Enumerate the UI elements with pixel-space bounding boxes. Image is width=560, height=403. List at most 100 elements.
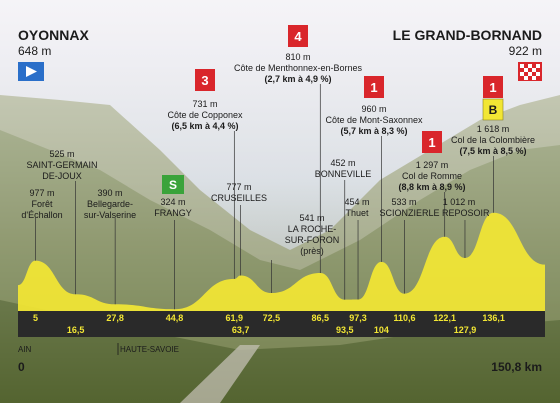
town-saint-germain: 525 m SAINT-GERMAIN DE-JOUX — [26, 149, 97, 181]
bonus-badge — [482, 98, 504, 121]
town-name-line: Bellegarde- — [87, 199, 133, 209]
town-name-line: SUR-FORON — [285, 235, 340, 245]
climb-colombiere: 1 B 1 618 m Col de la Colombière (7,5 km… — [451, 76, 535, 156]
km-marker-bottom: 127,9 — [454, 325, 477, 335]
town-name-line: Forêt — [31, 199, 53, 209]
town-name: LA ROCHE-SUR-FORON — [285, 224, 340, 245]
km-marker-bottom: 104 — [374, 325, 389, 335]
town-altitude: 1 012 m — [443, 197, 476, 207]
town-altitude: 777 m — [226, 182, 251, 192]
km-marker-bottom: 16,5 — [67, 325, 85, 335]
climb-detail: (6,5 km à 4,4 %) — [171, 121, 238, 131]
town-name-line: DE-JOUX — [42, 171, 82, 181]
profile-area — [18, 212, 545, 311]
town-frangy: S 324 m FRANGY — [154, 175, 192, 218]
climb-menthonnex: 4 810 m Côte de Menthonnex-en-Bornes (2,… — [234, 25, 363, 84]
start-km: 0 — [18, 360, 25, 374]
town-name-line: LA ROCHE- — [288, 224, 337, 234]
climb-altitude: 1 618 m — [477, 124, 510, 134]
town-altitude: 977 m — [29, 188, 54, 198]
town-bonneville: 452 m BONNEVILLE — [315, 158, 372, 179]
climb-detail: (7,5 km à 8,5 %) — [459, 146, 526, 156]
start-flag-icon — [18, 62, 44, 81]
town-bellegarde: 390 m Bellegarde-sur-Valserine — [84, 188, 136, 220]
climb-detail: (8,8 km à 8,9 %) — [398, 182, 465, 192]
climb-detail: (2,7 km à 4,9 %) — [264, 74, 331, 84]
town-thuet: 454 m Thuet — [344, 197, 369, 218]
finish-flag-icon — [518, 62, 542, 81]
climb-col-de-romme: 1 1 297 m Col de Romme (8,8 km à 8,9 %) — [398, 131, 466, 192]
category-4-badge — [288, 25, 308, 47]
sprint-text: S — [169, 178, 177, 192]
town-name-line: d'Échallon — [21, 210, 62, 220]
town-altitude: 452 m — [330, 158, 355, 168]
town-name: LE REPOSOIR — [428, 208, 490, 218]
town-cruseilles: 777 m CRUSEILLES — [211, 182, 267, 203]
town-altitude: 525 m — [49, 149, 74, 159]
sprint-badge: S — [162, 175, 184, 194]
category-1-text: 1 — [489, 80, 496, 95]
km-band: 5 27,8 44,8 61,9 72,5 86,5 97,3 110,6 122,1 136,1… — [18, 311, 545, 337]
climb-name: Côte de Menthonnex-en-Bornes — [234, 63, 363, 73]
km-marker-top: 27,8 — [106, 313, 124, 323]
climb-altitude: 810 m — [285, 52, 310, 62]
town-altitude: 533 m — [391, 197, 416, 207]
km-marker-top: 5 — [33, 313, 38, 323]
town-altitude: 541 m — [299, 213, 324, 223]
town-name: Forêt d'Échallon — [21, 199, 62, 220]
leader-lines — [35, 84, 494, 310]
town-altitude: 454 m — [344, 197, 369, 207]
km-marker-top: 97,3 — [349, 313, 367, 323]
climb-name: Côte de Copponex — [167, 110, 243, 120]
climb-altitude: 1 297 m — [416, 160, 449, 170]
town-altitude: 390 m — [97, 188, 122, 198]
bonus-text: B — [489, 103, 498, 117]
region-ain: AIN — [18, 345, 32, 354]
km-marker-top: 122,1 — [433, 313, 456, 323]
category-4-text: 4 — [294, 29, 302, 44]
km-marker-bottom: 93,5 — [336, 325, 354, 335]
category-1-badge — [364, 76, 384, 98]
start-name: OYONNAX — [18, 27, 89, 43]
category-1-text: 1 — [428, 135, 435, 150]
climb-mont-saxonnex: 1 960 m Côte de Mont-Saxonnex (5,7 km à … — [325, 76, 423, 136]
climb-copponex: 3 731 m Côte de Copponex (6,5 km à 4,4 %… — [167, 69, 243, 131]
town-le-reposoir: 1 012 m LE REPOSOIR — [428, 197, 490, 218]
start-altitude: 648 m — [18, 44, 51, 58]
town-la-roche: 541 m LA ROCHE-SUR-FORON (près) — [285, 213, 340, 256]
finish-name: LE GRAND-BORNAND — [393, 27, 542, 43]
km-marker-top: 110,6 — [393, 313, 415, 323]
town-name-line: sur-Valserine — [84, 210, 136, 220]
finish-altitude: 922 m — [509, 44, 542, 58]
town-foret-echallon: 977 m Forêt d'Échallon — [21, 188, 62, 220]
town-name: BONNEVILLE — [315, 169, 372, 179]
km-marker-top: 136,1 — [482, 313, 505, 323]
town-name: SAINT-GERMAIN DE-JOUX — [26, 160, 97, 181]
elevation-profile — [18, 212, 545, 311]
climb-altitude: 731 m — [192, 99, 217, 109]
km-marker-top: 44,8 — [166, 313, 184, 323]
category-3-badge — [195, 69, 215, 91]
climb-name: Col de Romme — [402, 171, 462, 181]
town-note: (près) — [300, 246, 324, 256]
km-marker-top: 72,5 — [263, 313, 281, 323]
km-marker-top: 61,9 — [226, 313, 244, 323]
town-name: Thuet — [345, 208, 369, 218]
km-band-bar — [18, 311, 545, 337]
category-1-badge — [483, 76, 503, 98]
climb-name: Côte de Mont-Saxonnex — [325, 115, 423, 125]
town-name: FRANGY — [154, 208, 192, 218]
climb-name: Col de la Colombière — [451, 135, 535, 145]
category-1-text: 1 — [370, 80, 377, 95]
town-name: SCIONZIER — [379, 208, 429, 218]
climb-detail: (5,7 km à 8,3 %) — [340, 126, 407, 136]
km-marker-bottom: 63,7 — [232, 325, 250, 335]
category-3-text: 3 — [201, 73, 208, 88]
category-1-badge — [422, 131, 442, 153]
town-scionzier: 533 m SCIONZIER — [379, 197, 429, 218]
town-name-line: SAINT-GERMAIN — [26, 160, 97, 170]
climb-altitude: 960 m — [361, 104, 386, 114]
